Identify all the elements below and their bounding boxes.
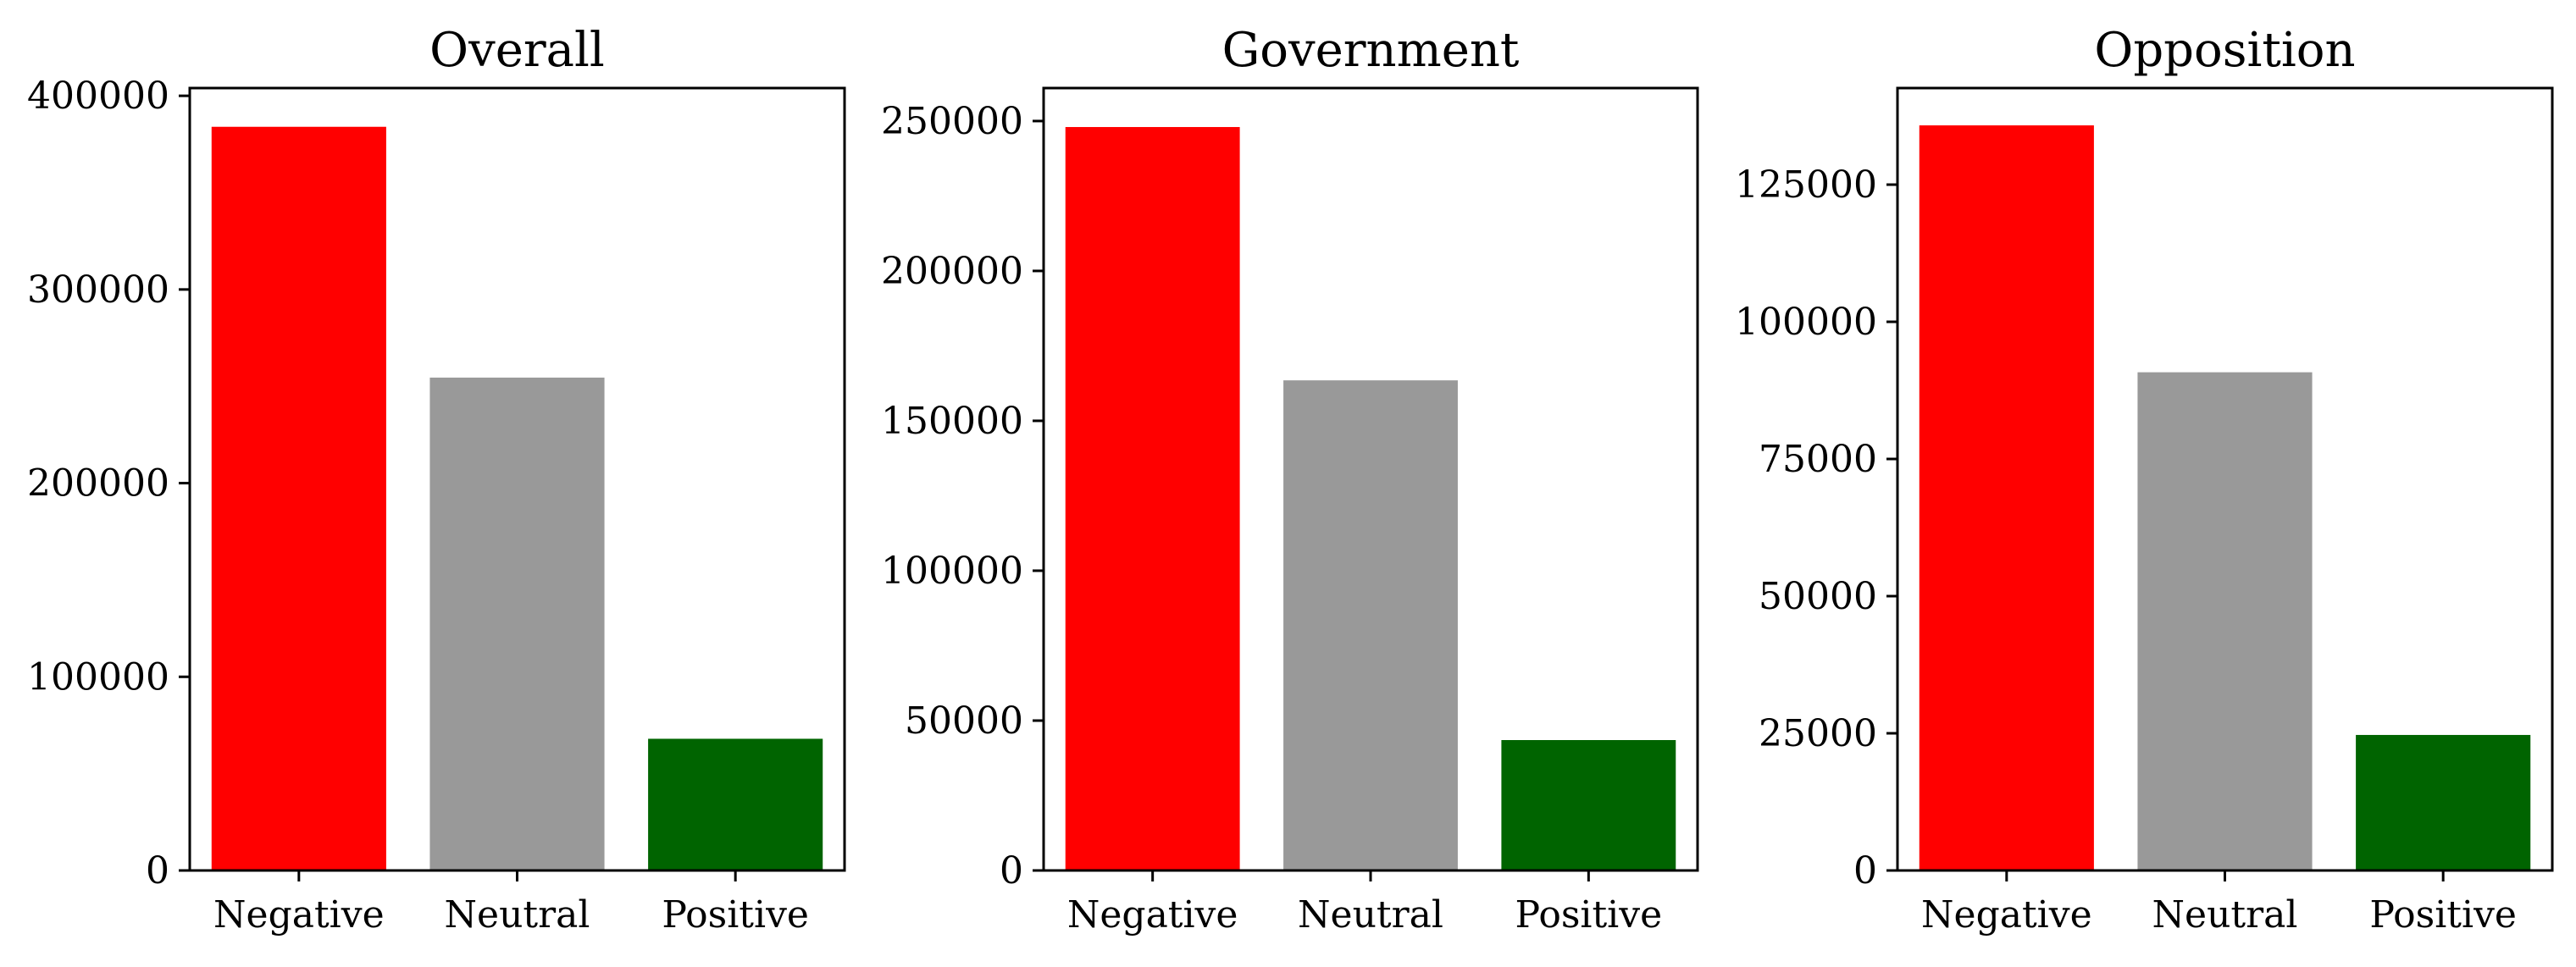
bar-neutral [2137, 372, 2313, 870]
chart-panel-government: Government Negative Neutral Positive 0 50000… [881, 23, 1699, 937]
chart-title: Opposition [2094, 23, 2355, 78]
bar-neutral [1283, 380, 1458, 870]
x-tick-label: Negative [213, 893, 385, 937]
y-tick-label: 0 [1000, 849, 1023, 892]
x-tick-label: Neutral [2152, 893, 2298, 937]
y-tick-label: 200000 [881, 250, 1023, 293]
y-tick-label: 100000 [27, 655, 169, 699]
y-tick-label: 100000 [881, 550, 1023, 593]
y-tick-label: 25000 [1759, 712, 1877, 755]
plot-frame [188, 86, 846, 872]
x-tick-label: Positive [2369, 893, 2517, 937]
x-tick-label: Neutral [1298, 893, 1443, 937]
chart-title: Government [1222, 23, 1520, 78]
y-tick-label: 50000 [1759, 575, 1877, 618]
y-tick-label: 0 [146, 849, 169, 892]
chart-panel-opposition: Opposition Negative Neutral Positive 0 25000… [1735, 23, 2554, 937]
x-tick-label: Neutral [445, 893, 590, 937]
bar-positive [648, 738, 823, 870]
y-tick-label: 200000 [27, 462, 169, 506]
plot-frame [1042, 86, 1699, 872]
chart-title: Overall [429, 23, 605, 78]
bar-negative [1919, 125, 2094, 870]
y-tick-label: 50000 [905, 699, 1023, 743]
x-tick-label: Negative [1921, 893, 2092, 937]
x-tick-label: Positive [1515, 893, 1663, 937]
plot-frame [1896, 86, 2554, 872]
y-tick-label: 250000 [881, 100, 1023, 143]
bar-negative [211, 126, 386, 871]
bar-positive [2356, 734, 2531, 870]
y-tick-label: 0 [1853, 849, 1877, 892]
y-tick-label: 300000 [27, 268, 169, 312]
bar-negative [1065, 127, 1240, 870]
x-tick-label: Negative [1067, 893, 1238, 937]
bar-neutral [429, 377, 605, 870]
y-tick-label: 100000 [1735, 301, 1877, 344]
x-tick-label: Positive [662, 893, 809, 937]
y-tick-label: 125000 [1735, 163, 1877, 207]
bar-positive [1501, 740, 1676, 870]
chart-panel-overall: Overall Negative Neutral Positive 0 100000 20… [27, 23, 846, 937]
y-tick-label: 150000 [881, 400, 1023, 443]
y-tick-label: 400000 [27, 75, 169, 118]
y-tick-label: 75000 [1759, 438, 1877, 481]
